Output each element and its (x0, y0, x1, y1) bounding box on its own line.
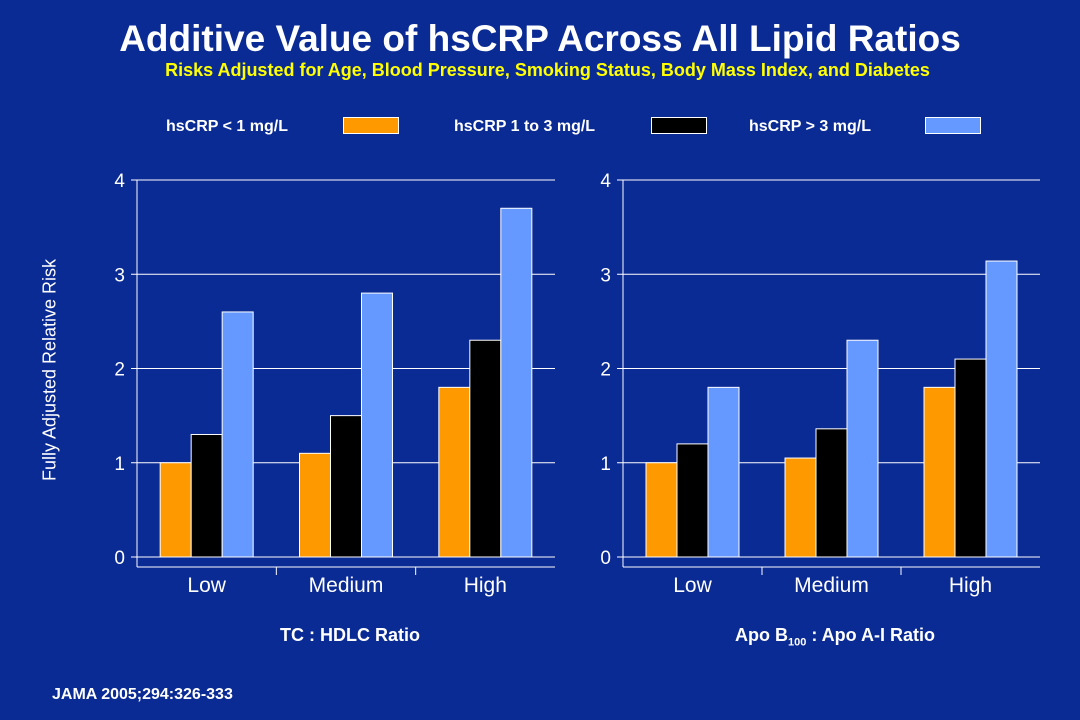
page-subtitle: Risks Adjusted for Age, Blood Pressure, … (165, 60, 930, 80)
bar (361, 292, 393, 558)
x-tick-label: Medium (794, 574, 869, 597)
legend-label-mid: hsCRP 1 to 3 mg/L (454, 118, 596, 135)
caption-apob: Apo B (734, 625, 788, 645)
chart-caption-tc-hdlc: TC : HDLC Ratio (280, 625, 420, 645)
bar (330, 415, 362, 558)
bar (159, 462, 192, 558)
bar (500, 207, 533, 558)
bar (469, 339, 502, 558)
bar (221, 311, 254, 558)
x-tick-label: Low (673, 574, 712, 597)
x-tick-label: Medium (309, 574, 384, 597)
legend-label-high: hsCRP > 3 mg/L (749, 118, 871, 135)
x-tick-label: Low (187, 574, 226, 597)
legend-swatch-low (343, 117, 399, 134)
x-tick-label: High (464, 574, 507, 597)
legend-swatch-high (925, 117, 981, 134)
bar (645, 462, 678, 558)
y-tick-label: 4 (114, 171, 125, 192)
bar (676, 443, 709, 558)
bar (784, 457, 817, 558)
bar (815, 428, 848, 558)
y-tick-label: 3 (114, 265, 125, 286)
x-tick-label: High (949, 574, 992, 597)
legend-swatch-mid (651, 117, 707, 134)
caption-apob-subscript: 100 (787, 636, 807, 649)
legend-label-low: hsCRP < 1 mg/L (166, 118, 288, 135)
bar (438, 386, 471, 558)
y-tick-label: 0 (114, 548, 125, 569)
chart-caption-apob-apoa: Apo B100 : Apo A-I Ratio (620, 625, 1050, 649)
bar (923, 386, 956, 558)
y-tick-label: 4 (600, 171, 611, 192)
y-tick-label: 0 (600, 548, 611, 569)
bar (846, 339, 879, 558)
caption-apoa: : Apo A-I Ratio (806, 625, 935, 645)
source-citation: JAMA 2005;294:326-333 (52, 686, 233, 703)
bar (985, 260, 1018, 558)
y-tick-label: 1 (600, 454, 611, 475)
y-tick-label: 2 (114, 360, 125, 381)
y-tick-label: 2 (600, 360, 611, 381)
page-title: Additive Value of hsCRP Across All Lipid… (119, 18, 961, 59)
y-tick-label: 1 (114, 454, 125, 475)
bar (954, 358, 987, 558)
y-tick-label: 3 (600, 265, 611, 286)
bar (190, 433, 223, 558)
bar (707, 386, 740, 558)
bar (299, 452, 331, 558)
